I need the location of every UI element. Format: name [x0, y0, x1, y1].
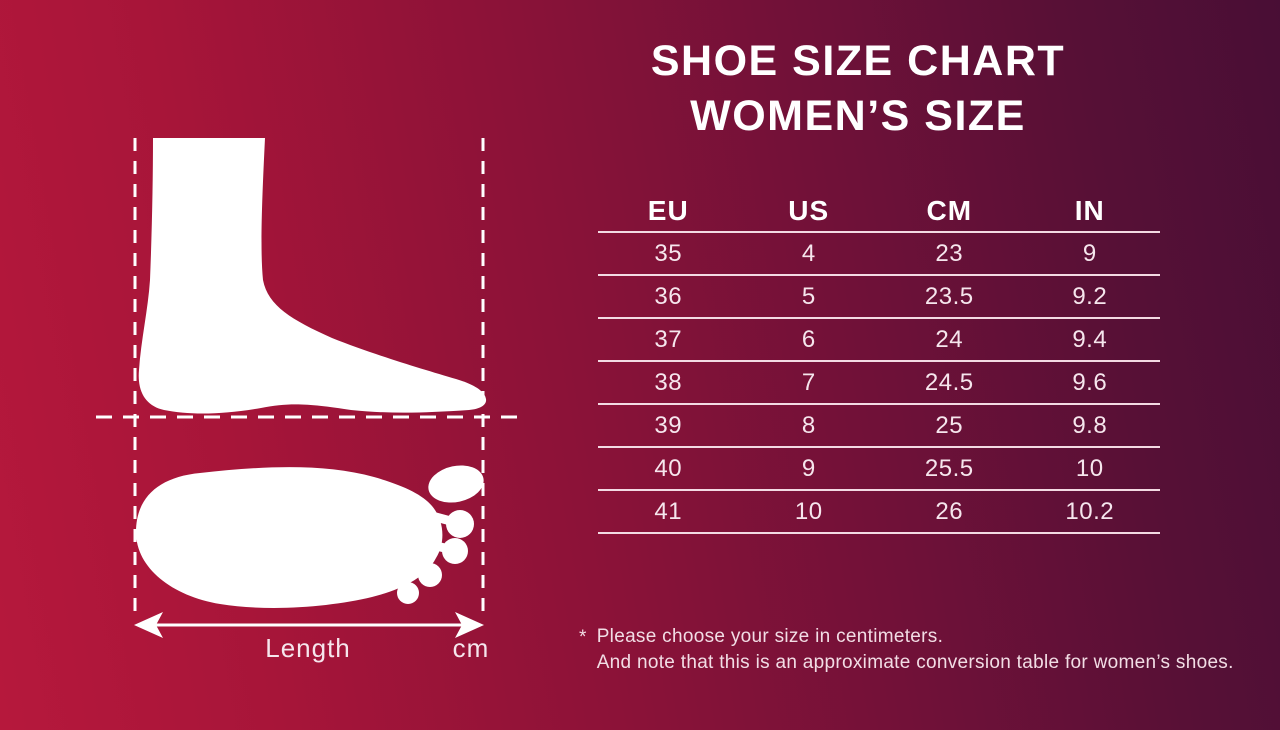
table-row: 36 5 23.5 9.2: [598, 276, 1160, 319]
footprint-toe-necks: [397, 511, 463, 597]
column-header-in: IN: [1074, 194, 1105, 226]
column-header-eu: EU: [647, 194, 689, 226]
table-cell: 10: [1075, 454, 1104, 482]
footnote-line-2: And note that this is an approximate con…: [596, 652, 1234, 673]
length-label: Length: [265, 633, 351, 663]
footnote: * Please choose your size in centimeters…: [579, 624, 1234, 676]
table-cell: 41: [654, 497, 683, 525]
table-cell: 6: [801, 325, 816, 353]
asterisk-marker: *: [579, 627, 587, 648]
table-cell: 40: [654, 454, 683, 482]
footprint-big-toe: [428, 465, 484, 503]
table-cell: 9.2: [1072, 282, 1108, 310]
length-arrowhead-right: [455, 612, 484, 638]
table-row: 39 8 25 9.8: [598, 405, 1160, 448]
column-header-us: US: [788, 194, 830, 226]
table-cell: 8: [801, 411, 816, 439]
table-cell: 9.6: [1072, 368, 1108, 396]
table-cell: 9: [801, 454, 816, 482]
length-arrowhead-left: [134, 612, 163, 638]
table-cell: 36: [654, 282, 683, 310]
footnote-line-1: Please choose your size in centimeters.: [596, 626, 944, 647]
table-row: 38 7 24.5 9.6: [598, 362, 1160, 405]
table-cell: 9.8: [1072, 411, 1108, 439]
unit-label: cm: [453, 633, 490, 663]
table-cell: 10.2: [1065, 497, 1115, 525]
table-cell: 23: [935, 239, 964, 267]
foot-measurement-diagram: Length cm: [96, 138, 522, 663]
page-title-line-2: WOMEN’S SIZE: [690, 92, 1026, 140]
page-title: SHOE SIZE CHART WOMEN’S SIZE: [558, 34, 1158, 144]
table-cell: 26: [935, 497, 964, 525]
column-header-cm: CM: [926, 194, 973, 226]
table-cell: 5: [801, 282, 816, 310]
table-row: 37 6 24 9.4: [598, 319, 1160, 362]
table-header-row: EU US CM IN: [598, 190, 1160, 233]
table-cell: 35: [654, 239, 683, 267]
footprint-sole-silhouette: [136, 467, 443, 608]
table-cell: 23.5: [924, 282, 974, 310]
table-cell: 7: [801, 368, 816, 396]
size-conversion-table: EU US CM IN 35 4 23 9 36 5 23.5 9.2 37 6 24 9.4 38 7 24.5…: [598, 190, 1160, 534]
table-row: 35 4 23 9: [598, 233, 1160, 276]
table-body: 35 4 23 9 36 5 23.5 9.2 37 6 24 9.4 38 7 24.5 9.6 39 8 25 9…: [598, 233, 1160, 534]
table-cell: 38: [654, 368, 683, 396]
table-cell: 25.5: [924, 454, 974, 482]
table-cell: 24.5: [924, 368, 974, 396]
footnote-text: Please choose your size in centimeters. …: [597, 624, 1234, 676]
table-cell: 9: [1082, 239, 1097, 267]
table-row: 41 10 26 10.2: [598, 491, 1160, 534]
foot-side-view-silhouette: [138, 138, 487, 414]
table-cell: 39: [654, 411, 683, 439]
table-cell: 9.4: [1072, 325, 1108, 353]
table-row: 40 9 25.5 10: [598, 448, 1160, 491]
table-cell: 24: [935, 325, 964, 353]
table-cell: 37: [654, 325, 683, 353]
table-cell: 10: [794, 497, 823, 525]
table-cell: 25: [935, 411, 964, 439]
page-title-line-1: SHOE SIZE CHART: [650, 37, 1066, 85]
table-cell: 4: [801, 239, 816, 267]
